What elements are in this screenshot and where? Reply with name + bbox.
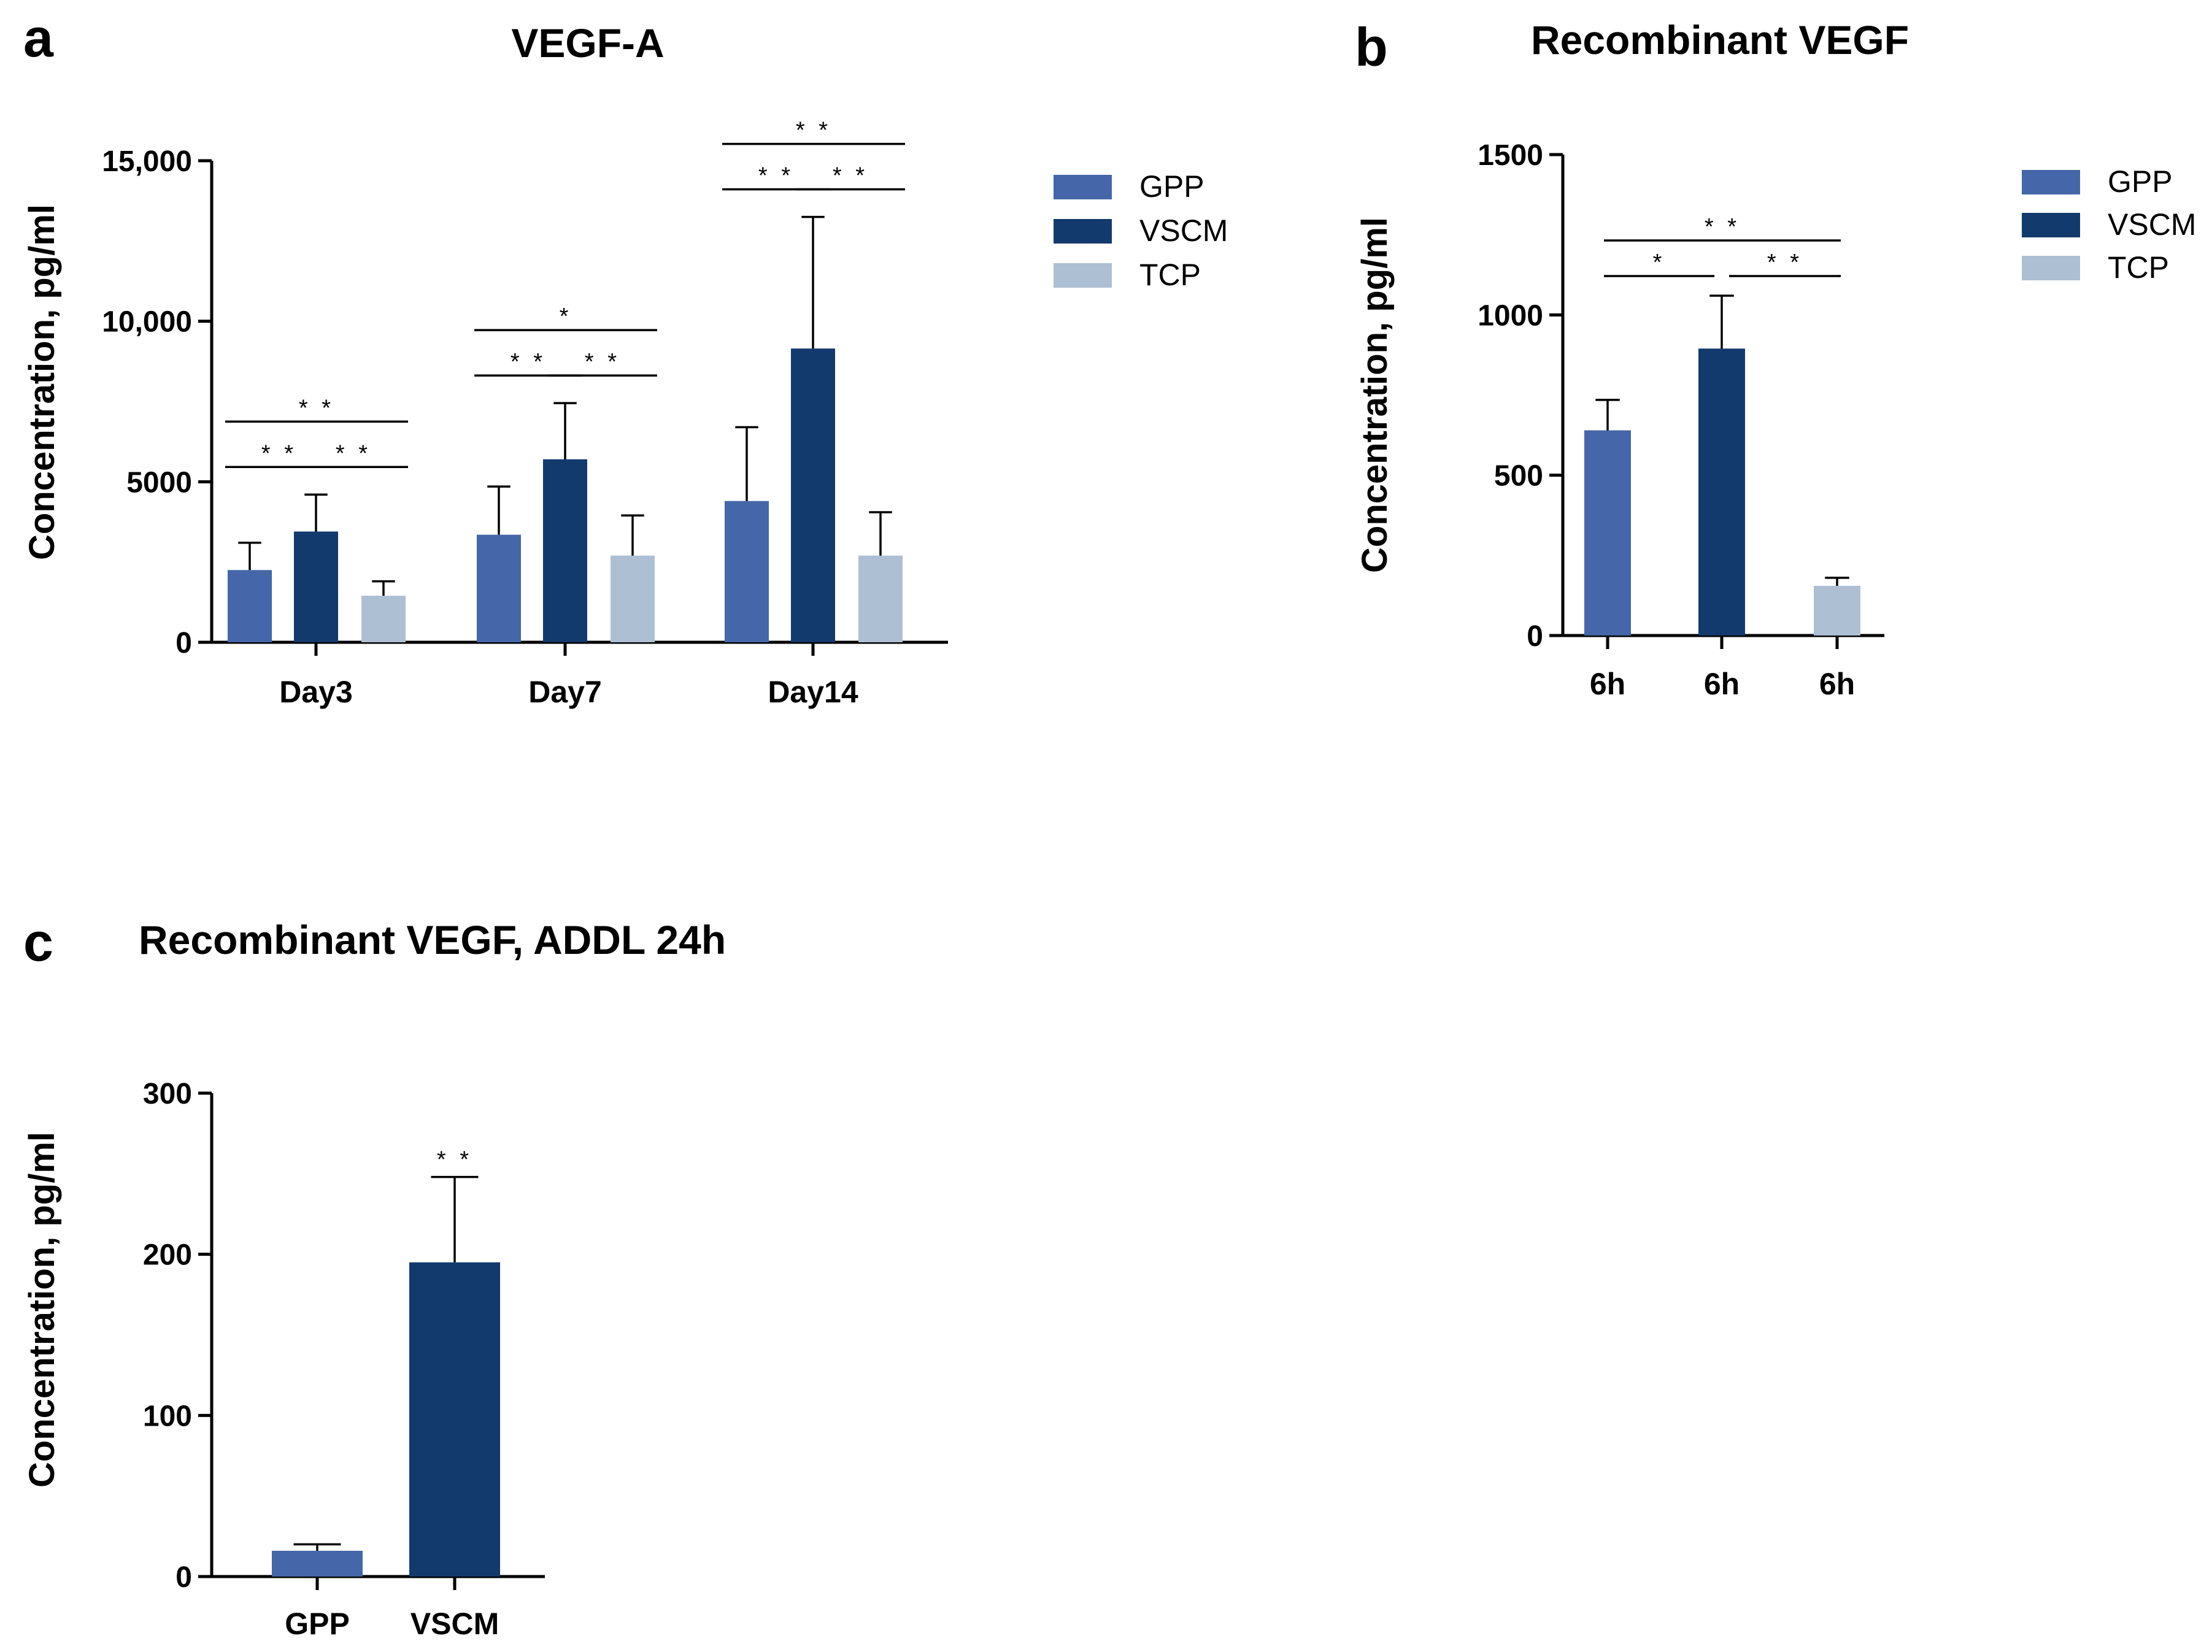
panel-c-title: Recombinant VEGF, ADDL 24h (139, 917, 726, 962)
panel-b-y-tick-label: 500 (1494, 460, 1543, 493)
panel-a-tcp-bar (361, 596, 406, 642)
panel-a-vscm-bar (791, 348, 835, 642)
panel-c-y-tick-label: 300 (143, 1078, 192, 1110)
panel-b-legend-label-vscm: VSCM (2108, 207, 2196, 242)
panel-b-y-ticks: 0 500 1000 1500 (1478, 139, 1563, 653)
panel-a-chart: a VEGF-A Concentration, pg/ml 0 5000 10,00… (22, 7, 1228, 709)
panel-a-title: VEGF-A (511, 20, 664, 66)
panel-c-gpp-bar (272, 1550, 363, 1577)
panel-a-gpp-bar (725, 501, 769, 642)
panel-c-x-category-label: GPP (285, 1607, 350, 1641)
panel-c-marks: GPP VSCM * * (210, 1093, 545, 1641)
panel-b-letter: b (1355, 17, 1388, 77)
panel-b-tcp-bar (1814, 585, 1860, 636)
panel-b-marks: 6h 6h 6h * * * * * (1561, 155, 1884, 701)
panel-b-y-tick-label: 1000 (1478, 299, 1543, 332)
panel-c-y-tick-label: 200 (143, 1239, 192, 1272)
panel-a-vscm-bar (543, 459, 587, 642)
panel-b-title: Recombinant VEGF (1531, 17, 1909, 63)
panel-a-letter: a (23, 7, 54, 68)
panel-a-legend-swatch-gpp (1054, 175, 1112, 199)
panel-a-gpp-bar (228, 570, 272, 642)
panel-a-x-category-label: Day14 (768, 675, 858, 709)
panel-a-x-category-label: Day7 (528, 675, 602, 709)
panel-a-y-axis-label: Concentration, pg/ml (22, 204, 62, 560)
panel-b-vscm-bar (1698, 348, 1745, 636)
panel-b-x-category-label: 6h (1590, 667, 1625, 701)
panel-a-y-tick-label: 0 (175, 627, 192, 659)
panel-c-y-tick-label: 0 (175, 1561, 192, 1594)
panel-a-legend-label-vscm: VSCM (1139, 213, 1228, 248)
panel-b-x-category-label: 6h (1704, 667, 1740, 701)
panel-b-legend-swatch-gpp (2022, 170, 2080, 194)
panel-a-significance-label: * * (796, 118, 831, 144)
panel-b-x-category-label: 6h (1819, 667, 1855, 701)
panel-a-vscm-bar (294, 531, 338, 642)
panel-a-y-tick-label: 10,000 (102, 306, 192, 339)
panel-c-letter: c (23, 912, 53, 972)
panel-a-significance-label: * (560, 304, 572, 329)
panel-a-significance-label: * * (299, 395, 334, 421)
panel-a-legend-swatch-tcp (1054, 263, 1112, 288)
panel-a-significance-label: * * (336, 440, 371, 466)
panel-a-significance-label: * * (758, 163, 794, 189)
panel-b-y-tick-label: 1500 (1478, 139, 1543, 172)
panel-c-x-category-label: VSCM (410, 1607, 499, 1641)
panel-a-legend-label-gpp: GPP (1139, 169, 1204, 204)
panel-b-gpp-bar (1584, 430, 1631, 636)
panel-a-legend-swatch-vscm (1054, 219, 1112, 244)
panel-b-significance-label: * * (1767, 250, 1803, 275)
panel-b-y-tick-label: 0 (1527, 620, 1543, 653)
panel-a-legend-label-tcp: TCP (1139, 258, 1201, 292)
panel-a-x-category-label: Day3 (279, 675, 353, 709)
panel-b-chart: b Recombinant VEGF Concentration, pg/ml … (1355, 17, 2196, 701)
panel-a-legend: GPP VSCM TCP (1054, 169, 1228, 292)
panel-c-vscm-bar (409, 1262, 500, 1577)
panel-a-significance-label: * * (511, 349, 546, 375)
panel-b-legend-swatch-tcp (2022, 256, 2080, 280)
panel-b-significance-label: * * (1705, 214, 1740, 240)
panel-a-significance-label: * * (585, 349, 620, 375)
panel-a-y-tick-label: 15,000 (102, 145, 192, 178)
panel-a-gpp-bar (477, 534, 521, 642)
panel-a-tcp-bar (858, 555, 903, 642)
panel-c-y-ticks: 0 100 200 300 (143, 1078, 212, 1594)
panel-a-y-tick-label: 5000 (126, 466, 192, 499)
panel-b-legend-label-gpp: GPP (2108, 164, 2173, 199)
panel-c-chart: c Recombinant VEGF, ADDL 24h Concentrati… (22, 912, 726, 1641)
panel-b-y-axis-label: Concentration, pg/ml (1355, 217, 1395, 573)
panel-a-marks: Day3 Day7 Day14* * * ** ** * * *** * * ** * (210, 118, 948, 709)
panel-b-legend: GPP VSCM TCP (2022, 164, 2196, 285)
panel-b-legend-swatch-vscm (2022, 213, 2080, 237)
panel-c-y-tick-label: 100 (143, 1400, 192, 1432)
panel-b-legend-label-tcp: TCP (2108, 250, 2169, 285)
panel-a-tcp-bar (611, 555, 655, 642)
panel-c-significance-label: * * (437, 1147, 472, 1173)
panel-a-y-ticks: 0 5000 10,000 15,000 (102, 145, 212, 659)
panel-c-y-axis-label: Concentration, pg/ml (22, 1132, 62, 1488)
panel-a-significance-label: * * (261, 440, 297, 466)
panel-a-significance-label: * * (833, 163, 868, 189)
panel-b-significance-label: * (1653, 250, 1666, 275)
